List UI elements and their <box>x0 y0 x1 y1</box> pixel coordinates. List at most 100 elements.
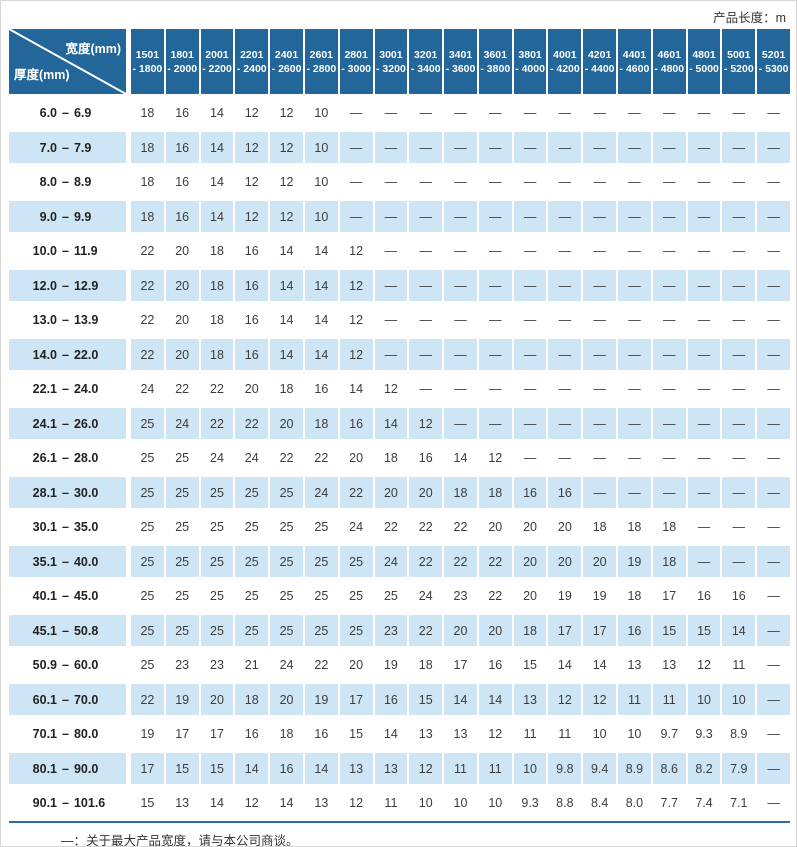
value-cell: 14 <box>270 270 303 301</box>
range-dash: – <box>62 623 69 638</box>
thickness-low: 60.1 <box>32 692 58 707</box>
value-cell: 24 <box>165 408 199 439</box>
value-cell: — <box>478 270 512 301</box>
value-cell: 18 <box>210 313 224 327</box>
range-dash: – <box>62 796 69 810</box>
value-cell: 12 <box>697 658 711 672</box>
value-cell: 25 <box>270 615 303 646</box>
value-cell: 14 <box>349 382 364 396</box>
value-cell: 22 <box>140 313 155 327</box>
value-cell: 25 <box>131 408 164 439</box>
thickness-low: 30.1 <box>32 520 58 534</box>
col-header-bottom-value: - 4200 <box>549 62 580 75</box>
value-cell: — <box>662 244 676 258</box>
row-thickness-label: 12.0–12.9 <box>9 270 126 301</box>
value-cell: 8.8 <box>556 796 574 810</box>
row-thickness-label: 6.0–6.9 <box>9 98 126 129</box>
value-cell: — <box>722 408 756 439</box>
value-cell: 14 <box>270 339 303 370</box>
value-cell: — <box>374 339 408 370</box>
value-cell: 25 <box>279 520 294 534</box>
value-cell: 14 <box>304 270 338 301</box>
value-cell: — <box>349 106 363 120</box>
col-header-top-value: 3801 <box>518 48 542 61</box>
value-cell: — <box>722 477 756 508</box>
col-header-5201: 5201- 5300 <box>757 29 790 94</box>
value-cell: 13 <box>339 753 373 784</box>
value-cell: 12 <box>383 382 398 396</box>
value-cell: — <box>628 244 641 258</box>
thickness-low: 8.0 <box>39 175 58 189</box>
value-cell: 14 <box>592 658 607 672</box>
table-row: 50.9–60.0 25 23 23 21 24 22 20 19 18 17 16 15 14 14 13 1… <box>9 650 790 681</box>
value-cell: 18 <box>131 201 164 232</box>
value-cell: — <box>454 313 467 327</box>
value-cell: — <box>419 313 432 327</box>
row-thickness-label: 8.0–8.9 <box>9 167 126 198</box>
thickness-low: 28.1 <box>32 485 58 500</box>
range-dash: – <box>62 727 69 741</box>
range-dash: – <box>62 761 69 776</box>
table-row: 90.1–101.6 15 13 14 12 14 13 12 11 10 10 10 9.3 8.8 8.… <box>9 788 790 819</box>
value-cell: 16 <box>175 175 190 189</box>
value-cell: 11 <box>618 684 651 715</box>
value-cell: — <box>419 106 432 120</box>
value-cell: — <box>489 313 502 327</box>
value-cell: — <box>757 408 790 439</box>
col-header-2401: 2401- 2600 <box>270 29 303 94</box>
row-thickness-label: 26.1–28.0 <box>9 443 126 474</box>
value-cell: 14 <box>314 244 329 258</box>
value-cell: 10 <box>513 753 547 784</box>
value-cell: 19 <box>165 684 199 715</box>
range-dash: – <box>62 209 69 224</box>
col-header-bottom-value: - 5200 <box>723 62 754 75</box>
value-cell: 12 <box>409 753 443 784</box>
col-header-top-value: 4001 <box>553 48 577 61</box>
value-cell: 25 <box>131 546 164 577</box>
value-cell: 18 <box>444 477 477 508</box>
value-cell: 14 <box>557 658 572 672</box>
row-thickness-label: 70.1–80.0 <box>9 719 126 750</box>
value-cell: 14 <box>314 313 329 327</box>
value-cell: — <box>652 270 686 301</box>
value-cell: — <box>374 132 408 163</box>
thickness-high: 12.9 <box>73 278 99 293</box>
value-cell: — <box>558 382 572 396</box>
value-cell: 16 <box>618 615 651 646</box>
col-header-bottom-value: - 2800 <box>306 62 337 75</box>
value-cell: 22 <box>314 658 329 672</box>
width-axis-label: 宽度(mm) <box>65 42 121 56</box>
row-thickness-label: 40.1–45.0 <box>9 581 126 612</box>
value-cell: 19 <box>304 684 338 715</box>
col-header-top-value: 4601 <box>657 48 681 61</box>
col-header-4601: 4601- 4800 <box>652 29 686 94</box>
value-cell: 25 <box>235 615 269 646</box>
thickness-high: 70.0 <box>73 692 99 707</box>
value-cell: 16 <box>235 270 269 301</box>
thickness-high: 80.0 <box>73 727 99 741</box>
value-cell: 15 <box>200 753 234 784</box>
value-cell: 22 <box>418 520 433 534</box>
value-cell: 13 <box>175 796 190 810</box>
spec-table: 宽度(mm) 厚度(mm) 1501- 1800 1801- 2000 2001- … <box>9 29 790 846</box>
value-cell: — <box>583 477 617 508</box>
value-cell: — <box>489 106 502 120</box>
value-cell: 22 <box>210 382 224 396</box>
value-cell: 20 <box>165 339 199 370</box>
value-cell: — <box>767 244 780 258</box>
value-cell: 17 <box>175 727 190 741</box>
value-cell: — <box>523 313 537 327</box>
value-cell: 25 <box>244 520 259 534</box>
thickness-axis-label: 厚度(mm) <box>14 68 70 82</box>
value-cell: 23 <box>210 658 224 672</box>
value-cell: 18 <box>652 546 686 577</box>
range-dash: – <box>62 313 69 327</box>
value-cell: — <box>767 382 780 396</box>
value-cell: 22 <box>444 546 477 577</box>
value-cell: 16 <box>165 132 199 163</box>
value-cell: — <box>697 451 711 465</box>
value-cell: 16 <box>697 589 711 603</box>
value-cell: — <box>384 313 398 327</box>
value-cell: 17 <box>583 615 617 646</box>
thickness-low: 14.0 <box>32 347 58 362</box>
